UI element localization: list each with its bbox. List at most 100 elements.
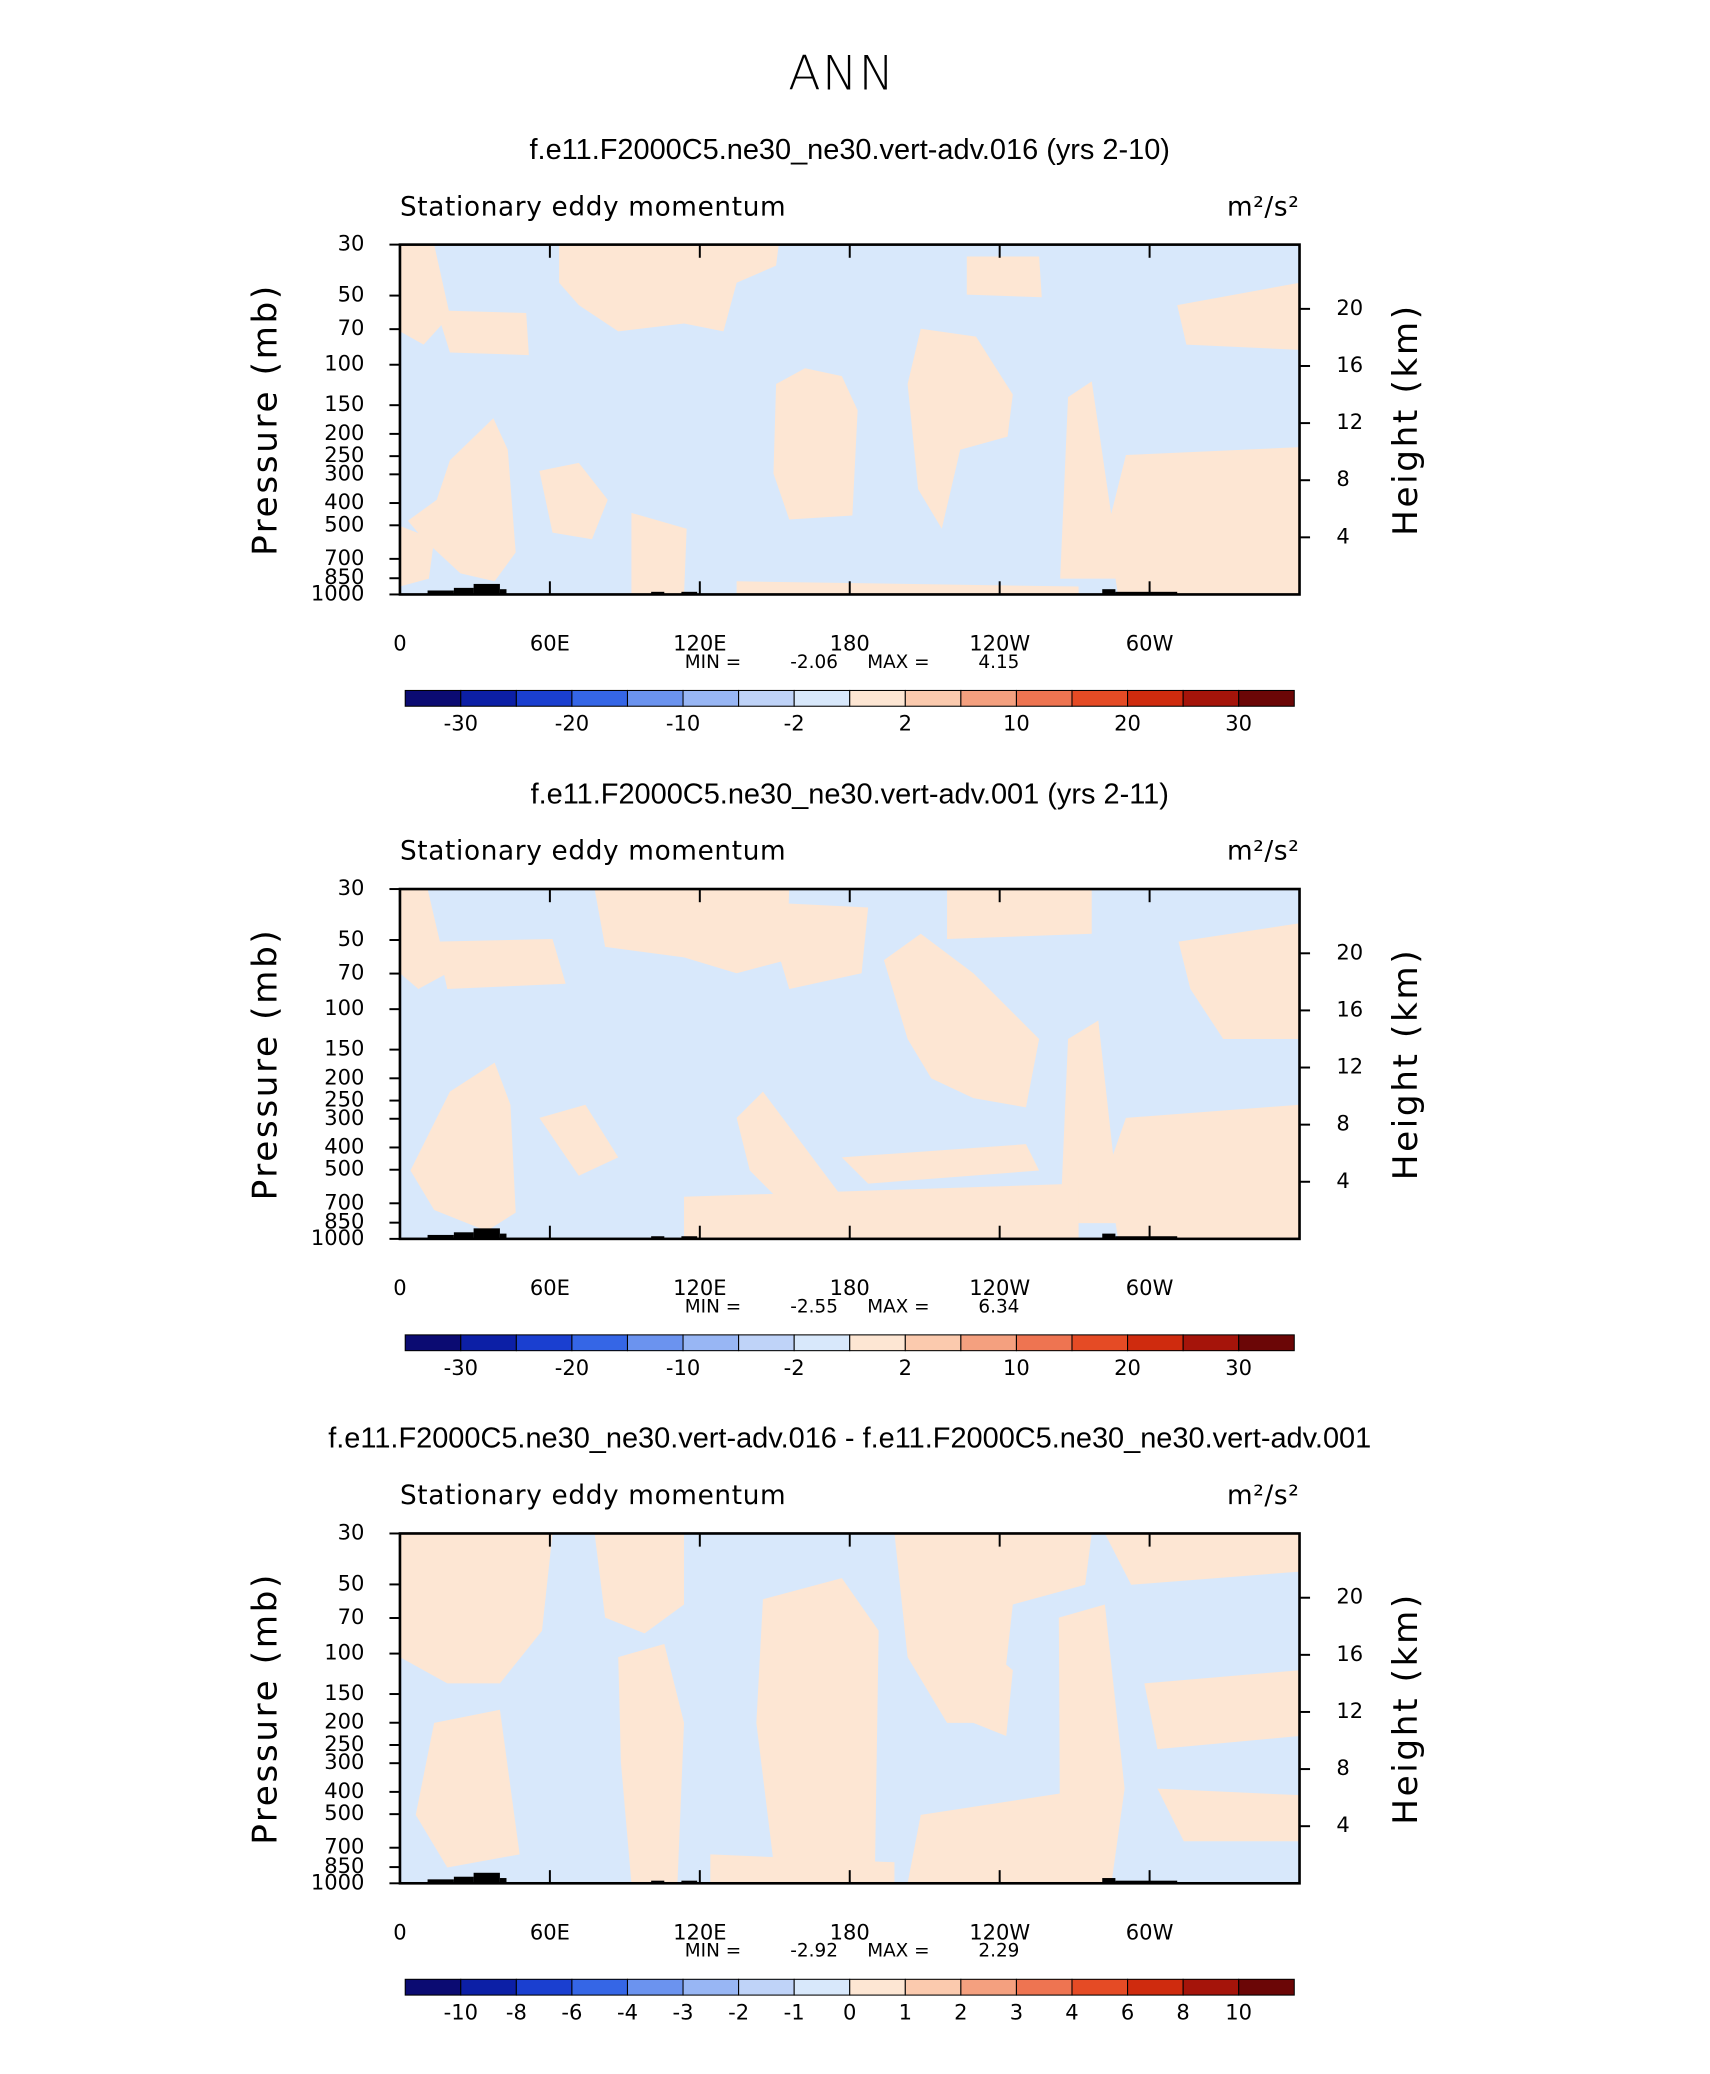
y2-tick-label: 20 <box>1336 295 1363 320</box>
subtitle: Stationary eddy momentum <box>400 1481 786 1511</box>
colorbar-label: 10 <box>1225 2000 1252 2025</box>
x-tick-label: 180 <box>830 1275 870 1300</box>
topography <box>681 591 698 595</box>
y-tick-label: 1000 <box>311 580 365 605</box>
contour-region <box>594 889 790 974</box>
colorbar-box <box>960 1978 1017 1996</box>
colorbar-box <box>738 1978 795 1996</box>
contour-region <box>894 1533 1092 1723</box>
y-tick-label: 30 <box>338 875 365 900</box>
colorbar-box <box>793 1978 851 1996</box>
topography <box>453 1876 474 1884</box>
y2-tick-label: 4 <box>1336 1168 1349 1193</box>
colorbar-box <box>1015 1334 1073 1352</box>
contour-region <box>1104 1533 1300 1585</box>
contour-region <box>436 939 566 989</box>
y-tick-label: 400 <box>324 1133 364 1158</box>
colorbar-box <box>460 1978 517 1996</box>
contour-region <box>684 1183 1079 1239</box>
contour-region <box>399 1533 553 1684</box>
y-tick-label: 50 <box>338 926 365 951</box>
y-tick-label: 30 <box>338 231 365 256</box>
max-value: 4.15 <box>978 652 1019 673</box>
colorbar-box <box>515 1978 573 1996</box>
colorbar-box <box>904 689 962 707</box>
y-axis-label: Pressure (mb) <box>246 928 286 1201</box>
units: m²/s² <box>1227 837 1300 867</box>
topography <box>1102 589 1116 595</box>
colorbar-box <box>904 1978 962 1996</box>
colorbar-box <box>960 689 1017 707</box>
colorbar-box <box>626 1334 684 1352</box>
y2-tick-label: 12 <box>1336 1698 1363 1723</box>
topography <box>1102 1233 1116 1239</box>
y-tick-label: 1000 <box>311 1869 365 1894</box>
contour-region <box>756 1578 879 1884</box>
x-tick-label: 120W <box>969 1919 1030 1944</box>
contour-region <box>407 418 516 582</box>
colorbar-box <box>515 1334 573 1352</box>
contour-region <box>966 256 1042 298</box>
y-tick-label: 700 <box>324 1834 364 1859</box>
field <box>399 244 1300 595</box>
y-tick-label: 250 <box>324 1731 364 1756</box>
colorbar-box <box>1127 689 1184 707</box>
x-tick-label: 60W <box>1126 1919 1174 1944</box>
colorbar-label: -4 <box>617 2000 638 2025</box>
colorbar-label: -1 <box>784 2000 805 2025</box>
contour-region <box>841 1144 1040 1184</box>
contour-region <box>773 368 858 520</box>
x-tick-label: 120E <box>673 1919 726 1944</box>
y2-tick-label: 20 <box>1336 939 1363 964</box>
colorbar-label: -6 <box>561 2000 582 2025</box>
colorbar-label: -30 <box>444 1355 478 1380</box>
contour-region <box>966 1630 1013 1737</box>
topography <box>1102 1878 1116 1884</box>
max-value: 2.29 <box>978 1941 1019 1962</box>
y-tick-label: 250 <box>324 442 364 467</box>
units: m²/s² <box>1227 192 1300 222</box>
colorbar-box <box>793 1334 851 1352</box>
panel: f.e11.F2000C5.ne30_ne30.vert-adv.016 - f… <box>246 1423 1426 2025</box>
colorbar-label: 0 <box>843 2000 856 2025</box>
colorbar-box <box>1071 689 1129 707</box>
colorbar-label: 30 <box>1225 711 1252 736</box>
colorbar-label: 20 <box>1114 711 1141 736</box>
x-tick-label: 0 <box>393 1275 406 1300</box>
contour-region <box>1060 1020 1121 1224</box>
min-value: -2.92 <box>790 1941 838 1962</box>
colorbar-box <box>849 689 906 707</box>
x-tick-label: 60W <box>1126 630 1174 655</box>
y-tick-label: 250 <box>324 1087 364 1112</box>
colorbar-box <box>571 1978 629 1996</box>
y2-tick-label: 16 <box>1336 352 1363 377</box>
y-tick-label: 150 <box>324 1036 364 1061</box>
y-tick-label: 850 <box>324 1853 364 1878</box>
y2-tick-label: 20 <box>1336 1584 1363 1609</box>
y-tick-label: 400 <box>324 1778 364 1803</box>
y-tick-label: 700 <box>324 1189 364 1214</box>
colorbar-box <box>404 689 462 707</box>
contour-region <box>1157 1788 1300 1842</box>
topography <box>473 1228 500 1239</box>
colorbar-label: 2 <box>899 711 912 736</box>
units: m²/s² <box>1227 1481 1300 1511</box>
topography <box>499 1233 507 1239</box>
topography <box>427 590 454 595</box>
topography <box>427 1879 454 1884</box>
y2-tick-label: 12 <box>1336 409 1363 434</box>
colorbar-box <box>1071 1978 1129 1996</box>
y-tick-label: 50 <box>338 1570 365 1595</box>
max-label: MAX = <box>867 1296 929 1317</box>
y-tick-label: 100 <box>324 351 364 376</box>
colorbar-box <box>849 1334 906 1352</box>
contour-region <box>436 310 529 356</box>
topography <box>473 1872 500 1884</box>
panel-title: f.e11.F2000C5.ne30_ne30.vert-adv.016 - f… <box>328 1423 1371 1455</box>
contour-region <box>631 512 687 595</box>
contour-region <box>736 1091 842 1210</box>
x-tick-label: 180 <box>830 1919 870 1944</box>
colorbar-label: 8 <box>1176 2000 1189 2025</box>
